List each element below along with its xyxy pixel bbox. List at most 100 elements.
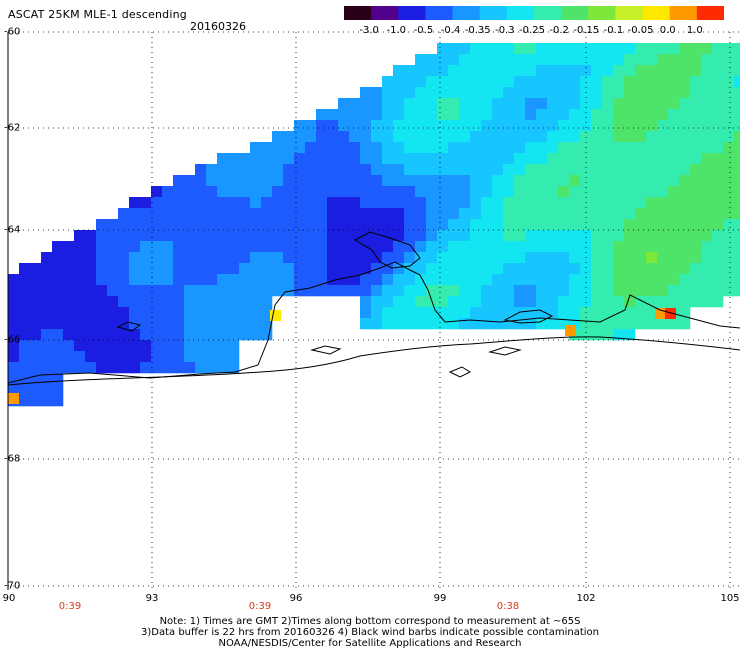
data-cell xyxy=(360,186,372,198)
data-cell xyxy=(129,252,141,264)
data-cell xyxy=(613,252,625,264)
data-cell xyxy=(470,285,482,297)
data-cell xyxy=(514,87,526,99)
data-cell xyxy=(547,87,559,99)
data-cell xyxy=(437,186,449,198)
data-cell xyxy=(624,76,636,88)
data-cell xyxy=(305,142,317,154)
data-cell xyxy=(514,76,526,88)
data-cell xyxy=(151,351,163,363)
data-cell xyxy=(448,87,460,99)
data-cell xyxy=(41,296,53,308)
data-cell xyxy=(415,252,427,264)
data-cell xyxy=(635,109,647,121)
data-cell xyxy=(250,175,262,187)
data-cell xyxy=(525,43,537,55)
data-cell xyxy=(360,307,372,319)
data-cell xyxy=(151,197,163,209)
data-cell xyxy=(96,274,108,286)
data-cell xyxy=(404,296,416,308)
data-cell xyxy=(712,54,724,66)
data-cell xyxy=(657,65,669,77)
data-cell xyxy=(195,263,207,275)
data-cell xyxy=(382,87,394,99)
data-cell xyxy=(525,230,537,242)
data-cell xyxy=(272,241,284,253)
data-cell xyxy=(316,120,328,132)
data-cell xyxy=(712,109,724,121)
data-cell xyxy=(426,131,438,143)
data-cell xyxy=(646,241,658,253)
data-cell xyxy=(503,197,515,209)
data-cell xyxy=(151,307,163,319)
data-cell xyxy=(349,241,361,253)
data-cell xyxy=(602,208,614,220)
data-cell xyxy=(624,230,636,242)
data-cell xyxy=(591,65,603,77)
data-cell xyxy=(514,153,526,165)
data-cell xyxy=(503,76,515,88)
data-cell xyxy=(393,98,405,110)
data-cell xyxy=(437,208,449,220)
data-cell xyxy=(701,87,713,99)
data-cell xyxy=(140,197,152,209)
data-cell xyxy=(525,65,537,77)
data-cell xyxy=(712,76,724,88)
data-cell xyxy=(316,175,328,187)
data-cell xyxy=(602,197,614,209)
data-cell xyxy=(294,252,306,264)
coastline-segment xyxy=(7,336,740,386)
data-cell xyxy=(96,296,108,308)
data-cell xyxy=(536,76,548,88)
data-cell xyxy=(173,362,185,374)
data-cell xyxy=(393,219,405,231)
data-cell xyxy=(63,285,75,297)
data-cell xyxy=(690,296,702,308)
data-cell xyxy=(63,351,75,363)
data-cell xyxy=(41,252,53,264)
data-cell xyxy=(217,241,229,253)
data-cell xyxy=(173,318,185,330)
data-cell xyxy=(690,65,702,77)
data-cell xyxy=(470,263,482,275)
data-cell xyxy=(492,120,504,132)
data-cell xyxy=(382,285,394,297)
data-cell xyxy=(734,241,740,253)
data-cell xyxy=(712,65,724,77)
data-cell xyxy=(30,384,42,396)
data-cell xyxy=(679,109,691,121)
data-cell xyxy=(536,65,548,77)
data-cell xyxy=(481,318,493,330)
data-cell xyxy=(305,252,317,264)
data-cell xyxy=(393,186,405,198)
data-cell xyxy=(349,142,361,154)
data-cell xyxy=(217,252,229,264)
data-cell xyxy=(327,175,339,187)
data-cell xyxy=(404,252,416,264)
data-cell xyxy=(657,43,669,55)
data-cell xyxy=(195,362,207,374)
data-cell xyxy=(712,164,724,176)
data-cell xyxy=(19,274,31,286)
data-cell xyxy=(184,252,196,264)
data-cell xyxy=(525,197,537,209)
colorbar-swatch xyxy=(479,6,508,20)
data-cell xyxy=(448,252,460,264)
data-cell xyxy=(270,310,281,321)
colorbar-swatch xyxy=(371,6,399,20)
data-cell xyxy=(283,153,295,165)
data-cell xyxy=(294,208,306,220)
data-cell xyxy=(360,274,372,286)
data-cell xyxy=(635,318,647,330)
data-cell xyxy=(129,362,141,374)
data-cell xyxy=(107,263,119,275)
data-cell xyxy=(657,241,669,253)
data-cell xyxy=(613,241,625,253)
data-cell xyxy=(173,351,185,363)
data-cell xyxy=(96,241,108,253)
data-cell xyxy=(52,252,64,264)
data-cell xyxy=(250,263,262,275)
data-cell xyxy=(96,340,108,352)
data-cell xyxy=(316,109,328,121)
data-cell xyxy=(580,296,592,308)
